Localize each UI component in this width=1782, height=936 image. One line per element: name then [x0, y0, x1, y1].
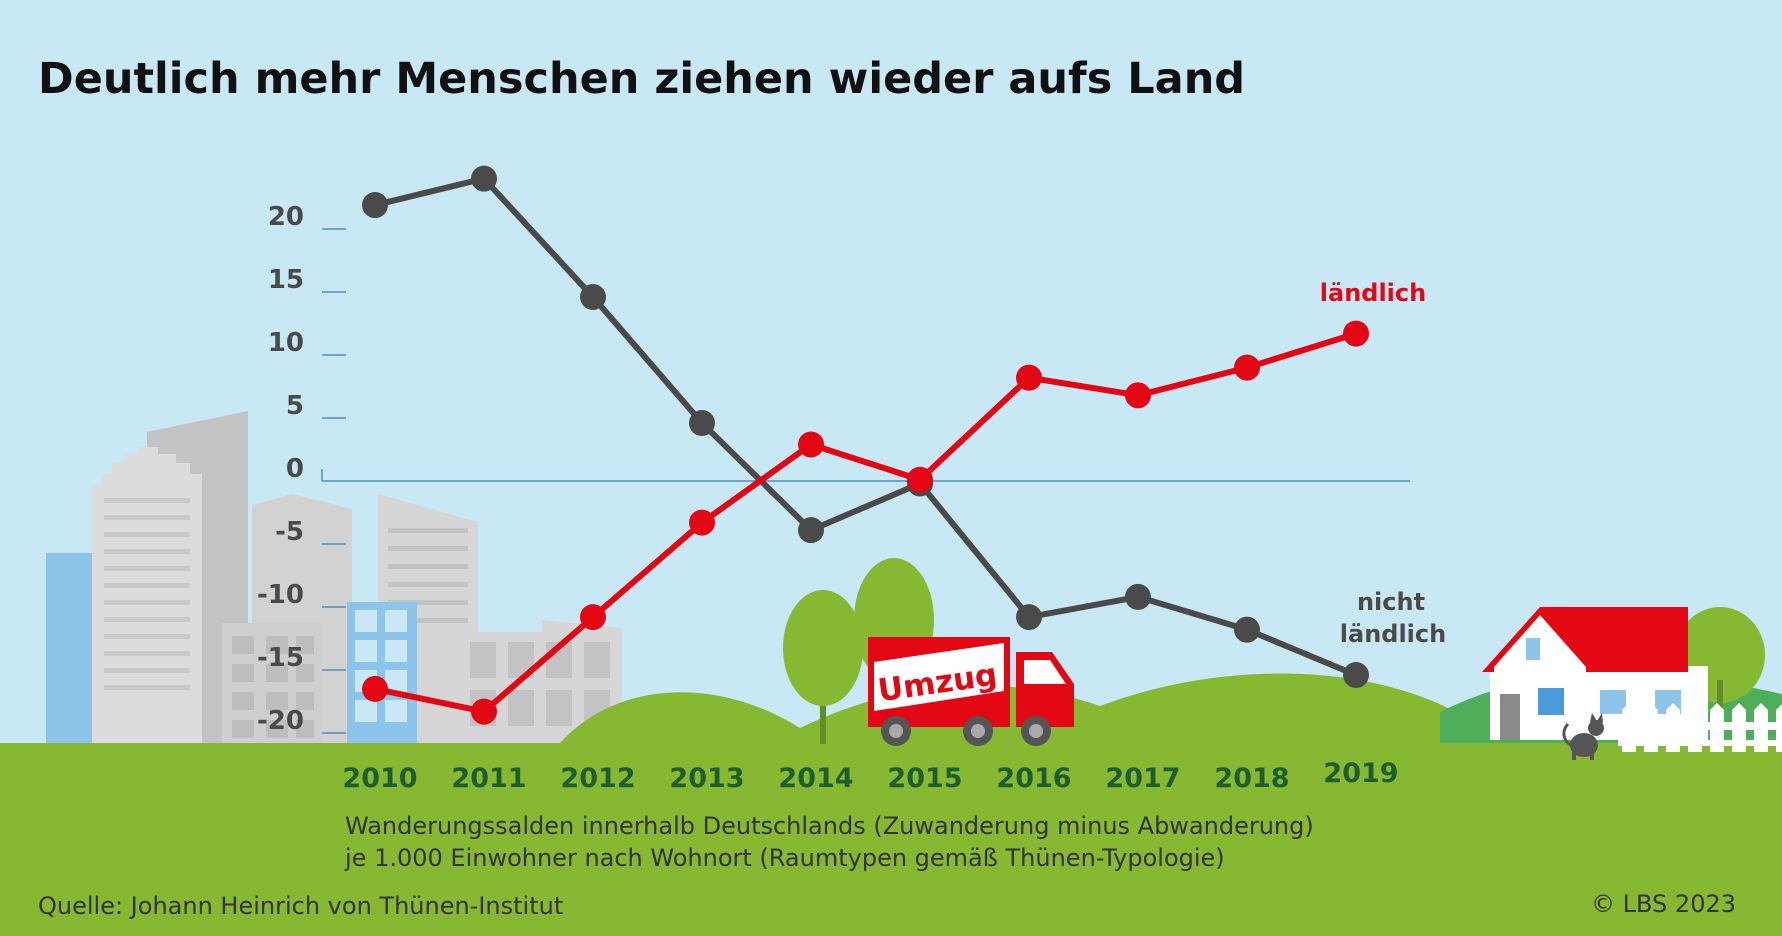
fence-icon: [1618, 703, 1782, 752]
chart-title: Deutlich mehr Menschen ziehen wieder auf…: [38, 54, 1245, 104]
data-point-landlich: [1016, 364, 1042, 391]
data-point-landlich: [907, 466, 933, 493]
data-point-landlich: [1125, 382, 1151, 409]
data-point-landlich: [1343, 320, 1369, 347]
series-line-landlich: [374, 330, 1357, 715]
copyright-text: © LBS 2023: [1591, 890, 1736, 918]
data-point-landlich: [1234, 354, 1260, 381]
x-tick-label: 2017: [1105, 763, 1180, 794]
y-axis: 20 15 10 5 0 -5 -10 -15 -20: [257, 202, 1410, 736]
y-tick-label: -5: [275, 517, 304, 547]
y-tick-label: 5: [286, 391, 304, 421]
x-tick-label: 2012: [560, 763, 635, 794]
city-buildings: [46, 411, 622, 743]
series-label-landlich: ländlich: [1320, 279, 1426, 307]
x-tick-label: 2011: [451, 763, 526, 794]
data-point-landlich: [689, 509, 715, 536]
x-tick-label: 2016: [996, 763, 1071, 794]
note-line-1: Wanderungssalden innerhalb Deutschlands …: [345, 812, 1314, 840]
data-point-nicht-landlich: [1234, 616, 1260, 643]
source-text: Quelle: Johann Heinrich von Thünen-Insti…: [38, 892, 563, 920]
x-tick-label: 2014: [778, 763, 853, 794]
x-tick-label: 2015: [887, 763, 962, 794]
x-tick-label: 2010: [342, 763, 417, 794]
cat-icon: [1562, 713, 1604, 760]
y-tick-label: 20: [268, 202, 304, 232]
data-point-landlich: [362, 675, 388, 702]
data-point-landlich: [798, 431, 824, 458]
x-tick-label: 2013: [669, 763, 744, 794]
y-tick-label: 15: [268, 265, 304, 295]
data-point-landlich: [471, 698, 497, 725]
y-tick-label: 10: [268, 328, 304, 358]
series-label-nicht-landlich-1: nicht: [1357, 588, 1425, 616]
y-tick-label: -10: [257, 580, 304, 610]
data-point-nicht-landlich: [798, 517, 824, 544]
x-axis: 2010 2011 2012 2013 2014 2015 2016 2017 2018 2019: [342, 758, 1398, 794]
data-point-nicht-landlich: [1343, 662, 1369, 689]
note-line-2: je 1.000 Einwohner nach Wohnort (Raumtyp…: [344, 844, 1225, 872]
series-label-nicht-landlich-2: ländlich: [1340, 620, 1446, 648]
truck-icon: Umzug: [868, 637, 1074, 746]
house-icon: [1482, 607, 1765, 740]
data-point-nicht-landlich: [1125, 583, 1151, 610]
series-line-nicht-landlich: [374, 175, 1358, 678]
y-tick-label: -20: [257, 706, 304, 736]
data-point-nicht-landlich: [689, 410, 715, 437]
data-point-nicht-landlich: [471, 165, 497, 192]
x-tick-label: 2019: [1323, 758, 1398, 789]
data-point-landlich: [580, 604, 606, 631]
data-point-nicht-landlich: [580, 284, 606, 311]
plot-area: [362, 165, 1369, 725]
x-tick-label: 2018: [1214, 763, 1289, 794]
data-point-nicht-landlich: [1016, 604, 1042, 631]
y-tick-label: 0: [286, 454, 304, 484]
data-point-nicht-landlich: [362, 192, 388, 219]
y-tick-label: -15: [257, 643, 304, 673]
